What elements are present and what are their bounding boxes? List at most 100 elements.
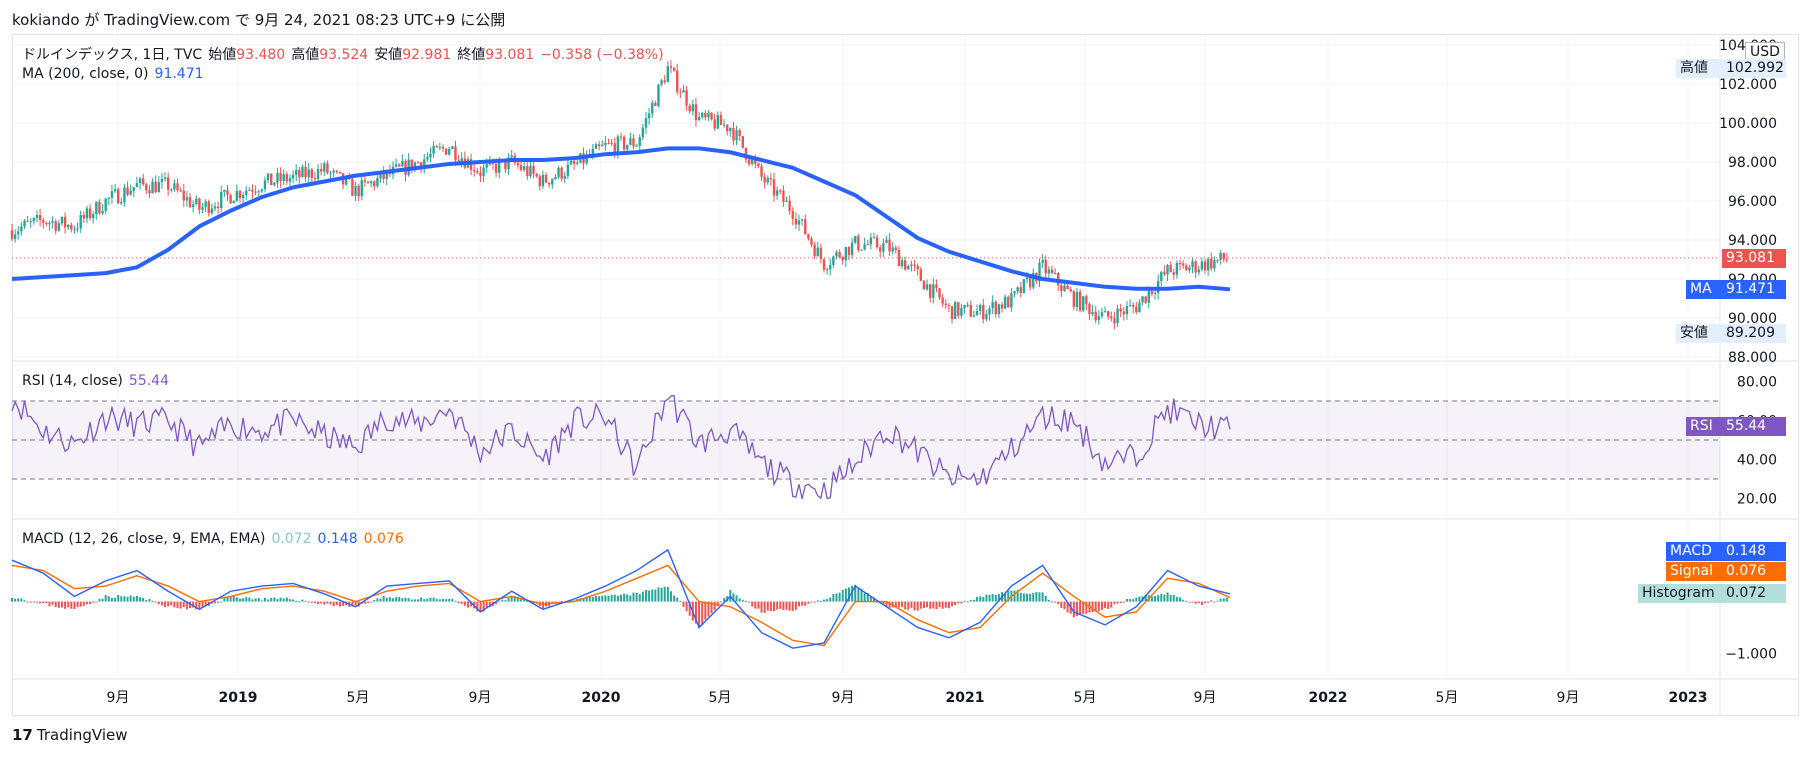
candle-body (460, 158, 463, 163)
macd-hist-bar (382, 595, 385, 602)
candle-body (1131, 305, 1135, 307)
candle-body (969, 304, 972, 317)
macd-hist-bar (807, 601, 810, 604)
macd-hist-bar (192, 601, 195, 608)
macd-hist-bar (251, 599, 254, 602)
candle-body (329, 172, 332, 174)
candle-body (82, 214, 86, 219)
candle-body (1135, 306, 1138, 313)
x-tick-label: 9月 (832, 690, 855, 706)
candle-body (904, 260, 907, 270)
candle-body (1125, 306, 1129, 315)
macd-hist-bar (107, 596, 110, 602)
candle-body (638, 137, 641, 146)
macd-hist-bar (151, 601, 154, 603)
candle-body (685, 90, 688, 106)
candle-body (441, 147, 445, 149)
candle-body (866, 244, 869, 246)
macd-hist-bar (963, 600, 966, 602)
candle-body (928, 284, 932, 298)
candle-body (385, 170, 388, 179)
candle-body (1047, 269, 1051, 274)
candle-body (157, 182, 160, 193)
x-tick-label: 2021 (946, 690, 985, 706)
candle-body (504, 159, 507, 170)
symbol-title[interactable]: ドルインデックス, 1日, TVC (22, 47, 203, 63)
macd-hist-bar (82, 601, 85, 606)
macd-hist-bar (310, 601, 313, 603)
candle-body (1094, 311, 1097, 321)
macd-hist-bar (129, 595, 132, 602)
macd-hist-bar (1185, 600, 1188, 602)
candle-body (591, 148, 595, 156)
macd-hist-bar (329, 601, 332, 605)
macd-hist-bar (367, 601, 370, 604)
candle-body (1022, 279, 1026, 293)
candle-body (1197, 269, 1200, 273)
macd-hist-bar (798, 601, 801, 607)
macd-hist-bar (673, 595, 676, 602)
macd-line (11, 548, 1231, 649)
macd-legend[interactable]: MACD (12, 26, close, 9, EMA, EMA) 0.072 0.… (22, 531, 410, 547)
candle-body (932, 284, 935, 298)
candle-body (216, 206, 220, 209)
macd-hist-bar (1210, 600, 1213, 602)
candle-body (760, 166, 763, 177)
macd-hist-bar (1100, 601, 1103, 610)
macd-hist-bar (270, 597, 273, 602)
candle-body (735, 130, 738, 141)
candle-body (676, 70, 679, 92)
candle-body (319, 168, 323, 172)
candle-body (394, 164, 398, 167)
macd-hist-bar (338, 601, 341, 607)
macd-hist-bar (1122, 601, 1125, 603)
rsi-legend[interactable]: RSI (14, close) 55.44 (22, 373, 175, 389)
open-label: 始値 (208, 47, 237, 63)
candle-body (207, 201, 210, 214)
candle-body (569, 161, 573, 165)
macd-hist-bar (757, 601, 760, 609)
y-tick-label: 98.000 (1728, 155, 1777, 171)
macd-hist-bar (407, 598, 410, 602)
macd-hist-bar (944, 601, 947, 608)
macd-hist-bar (457, 601, 460, 604)
macd-hist-bar (644, 590, 647, 602)
candle-body (266, 173, 270, 181)
candle-body (248, 189, 251, 191)
macd-hist-bar (1225, 597, 1228, 602)
candle-body (1103, 311, 1107, 313)
candle-body (1116, 308, 1119, 324)
macd-hist-bar (313, 601, 316, 604)
macd-hist-bar (1075, 601, 1078, 617)
tradingview-logo[interactable]: 17 TradingView (12, 726, 128, 744)
candle-body (107, 197, 111, 199)
macd-hist-bar (307, 601, 310, 603)
x-tick-label: 5月 (347, 690, 370, 706)
high-value: 93.524 (319, 47, 369, 63)
candle-body (1185, 265, 1188, 271)
candle-body (276, 173, 279, 183)
candle-body (73, 229, 76, 231)
candle-body (1144, 296, 1147, 303)
macd-hist-bar (595, 595, 598, 602)
ma-legend[interactable]: MA (200, close, 0) 91.471 (22, 66, 210, 82)
macd-hist-bar (154, 601, 157, 603)
macd-hist-bar (582, 598, 585, 602)
macd-hist-bar (823, 599, 825, 602)
macd-hist-bar (751, 601, 754, 607)
macd-hist-bar (420, 597, 423, 602)
macd-hist-bar (120, 596, 123, 602)
candle-body (900, 260, 904, 267)
macd-hist-bar (894, 601, 897, 608)
candle-body (398, 164, 401, 167)
candle-body (538, 176, 541, 187)
macd-hist-bar (14, 598, 17, 602)
low-tag-value: 89.209 (1722, 324, 1786, 343)
macd-hist-bar (1007, 590, 1010, 602)
high-label: 高値 (291, 47, 320, 63)
macd-hist-bar (1169, 594, 1172, 602)
candle-body (310, 169, 314, 179)
y-tick-label: 100.000 (1719, 116, 1777, 132)
candle-body (794, 218, 798, 225)
